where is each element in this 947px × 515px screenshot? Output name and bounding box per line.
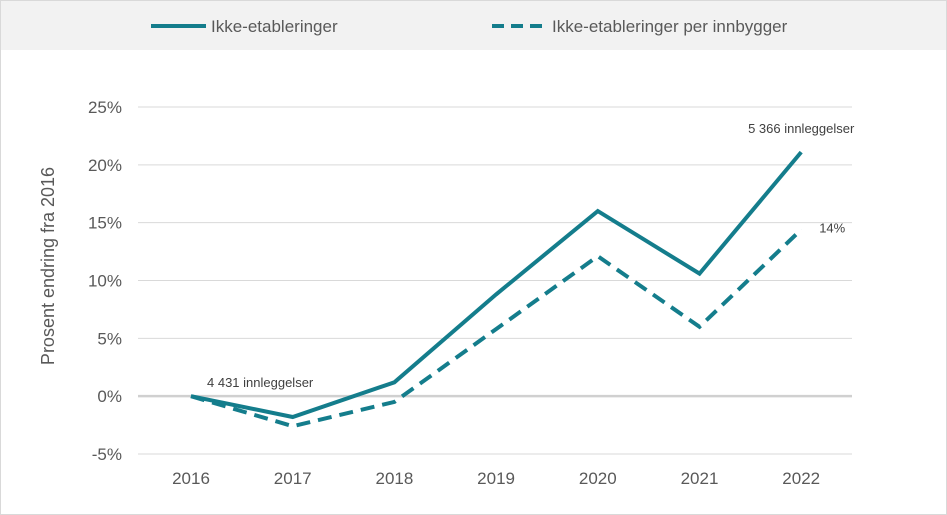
x-axis-ticks: 2016 2017 2018 2019 2020 2021 2022 xyxy=(172,469,820,488)
annotations: 4 431 innleggelser 5 366 innleggelser 14% xyxy=(207,121,855,390)
y-tick-label: 5% xyxy=(97,329,122,348)
gridlines xyxy=(138,106,852,455)
x-tick-label: 2020 xyxy=(579,469,617,488)
y-tick-label: 20% xyxy=(88,156,122,175)
y-tick-label: 15% xyxy=(88,214,122,233)
y-tick-label: 25% xyxy=(88,98,122,117)
y-tick-label: -5% xyxy=(92,445,122,464)
series-points xyxy=(190,152,802,427)
data-annotation: 14% xyxy=(819,221,845,236)
x-tick-label: 2019 xyxy=(477,469,515,488)
y-axis-title: Prosent endring fra 2016 xyxy=(38,167,58,365)
x-tick-label: 2017 xyxy=(274,469,312,488)
y-axis-ticks: 25% 20% 15% 10% 5% 0% -5% xyxy=(88,98,122,464)
y-tick-label: 10% xyxy=(88,272,122,291)
legend-label-solid: Ikke-etableringer xyxy=(211,17,338,36)
x-tick-label: 2018 xyxy=(375,469,413,488)
x-tick-label: 2022 xyxy=(782,469,820,488)
x-tick-label: 2016 xyxy=(172,469,210,488)
legend-label-dashed: Ikke-etableringer per innbygger xyxy=(552,17,788,36)
x-tick-label: 2021 xyxy=(681,469,719,488)
legend: Ikke-etableringer Ikke-etableringer per … xyxy=(151,17,788,36)
data-annotation: 4 431 innleggelser xyxy=(207,375,314,390)
y-tick-label: 0% xyxy=(97,387,122,406)
data-annotation: 5 366 innleggelser xyxy=(748,121,855,136)
